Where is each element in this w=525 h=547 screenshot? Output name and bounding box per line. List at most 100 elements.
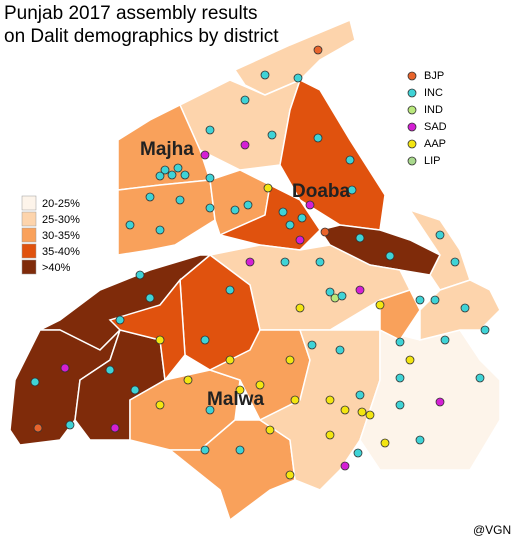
- constituency-dot: [395, 400, 405, 410]
- constituency-dot: [245, 257, 255, 267]
- constituency-dot: [225, 355, 235, 365]
- constituency-dot: [313, 133, 323, 143]
- constituency-dot: [415, 295, 425, 305]
- constituencies: [30, 45, 490, 480]
- legend-swatch: [21, 195, 37, 211]
- constituency-dot: [355, 390, 365, 400]
- constituency-dot: [255, 380, 265, 390]
- constituency-dot: [145, 192, 155, 202]
- constituency-dot: [130, 385, 140, 395]
- constituency-dot: [278, 207, 288, 217]
- legend-label: INC: [424, 87, 443, 99]
- constituency-dot: [240, 95, 250, 105]
- constituency-dot: [335, 345, 345, 355]
- constituency-dot: [325, 395, 335, 405]
- constituency-dot: [295, 303, 305, 313]
- constituency-dot: [65, 420, 75, 430]
- districts: [9, 18, 501, 522]
- constituency-dot: [155, 171, 165, 181]
- legend-dot: [407, 88, 417, 98]
- constituency-dot: [30, 377, 40, 387]
- constituency-dot: [380, 438, 390, 448]
- constituency-dot: [395, 373, 405, 383]
- constituency-dot: [285, 355, 295, 365]
- constituency-dot: [285, 470, 295, 480]
- constituency-dot: [297, 213, 307, 223]
- constituency-dot: [155, 335, 165, 345]
- constituency-dot: [135, 270, 145, 280]
- legend-label: 25-30%: [42, 214, 80, 226]
- constituency-dot: [405, 355, 415, 365]
- district: [117, 179, 216, 256]
- constituency-dot: [375, 300, 385, 310]
- constituency-dot: [365, 410, 375, 420]
- constituency-dot: [175, 195, 185, 205]
- constituency-dot: [355, 285, 365, 295]
- constituency-dot: [325, 430, 335, 440]
- constituency-dot: [337, 291, 347, 301]
- title-line: Punjab 2017 assembly results: [4, 3, 257, 24]
- constituency-dot: [243, 200, 253, 210]
- legend-dot: [407, 71, 417, 81]
- constituency-dot: [205, 173, 215, 183]
- legend-label: BJP: [424, 70, 444, 82]
- constituency-dot: [355, 233, 365, 243]
- constituency-dot: [353, 448, 363, 458]
- constituency-dot: [347, 185, 357, 195]
- legend-label: 20-25%: [42, 198, 80, 210]
- party-legend: BJP INC IND SAD AAP LIP: [407, 70, 447, 167]
- legend-label: SAD: [424, 121, 447, 133]
- constituency-dot: [345, 155, 355, 165]
- constituency-dot: [415, 435, 425, 445]
- constituency-dot: [225, 285, 235, 295]
- constituency-dot: [160, 165, 170, 175]
- legend-dot: [407, 156, 417, 166]
- constituency-dot: [267, 130, 277, 140]
- constituency-dot: [230, 205, 240, 215]
- constituency-dot: [435, 230, 445, 240]
- constituency-dot: [180, 170, 190, 180]
- constituency-dot: [105, 365, 115, 375]
- legend-dot: [407, 105, 417, 115]
- legend-dot: [407, 122, 417, 132]
- constituency-dot: [315, 257, 325, 267]
- constituency-dot: [235, 385, 245, 395]
- legend-label: >40%: [42, 262, 71, 274]
- constituency-dot: [475, 373, 485, 383]
- constituency-dot: [240, 140, 250, 150]
- constituency-dot: [125, 220, 135, 230]
- constituency-dot: [460, 303, 470, 313]
- constituency-dot: [357, 407, 367, 417]
- district: [419, 279, 501, 341]
- constituency-dot: [200, 150, 210, 160]
- constituency-dot: [60, 363, 70, 373]
- constituency-dot: [313, 45, 323, 55]
- region-label: Majha: [140, 139, 194, 160]
- constituency-dot: [183, 375, 193, 385]
- region-label: Doaba: [292, 181, 351, 202]
- constituency-dot: [145, 293, 155, 303]
- constituency-dot: [173, 163, 183, 173]
- constituency-dot: [155, 225, 165, 235]
- legend-label: 30-35%: [42, 230, 80, 242]
- legend-label: LIP: [424, 155, 441, 167]
- legend-label: AAP: [424, 138, 446, 150]
- constituency-dot: [440, 335, 450, 345]
- constituency-dot: [260, 70, 270, 80]
- legend-label: IND: [424, 104, 443, 116]
- constituency-dot: [205, 125, 215, 135]
- constituency-dot: [340, 405, 350, 415]
- constituency-dot: [307, 340, 317, 350]
- constituency-dot: [205, 203, 215, 213]
- constituency-dot: [167, 170, 177, 180]
- constituency-dot: [340, 461, 350, 471]
- constituency-dot: [450, 257, 460, 267]
- constituency-dot: [395, 337, 405, 347]
- region-label: Malwa: [207, 389, 264, 410]
- constituency-dot: [435, 397, 445, 407]
- constituency-dot: [295, 235, 305, 245]
- constituency-dot: [33, 423, 43, 433]
- constituency-dot: [285, 220, 295, 230]
- constituency-dot: [110, 423, 120, 433]
